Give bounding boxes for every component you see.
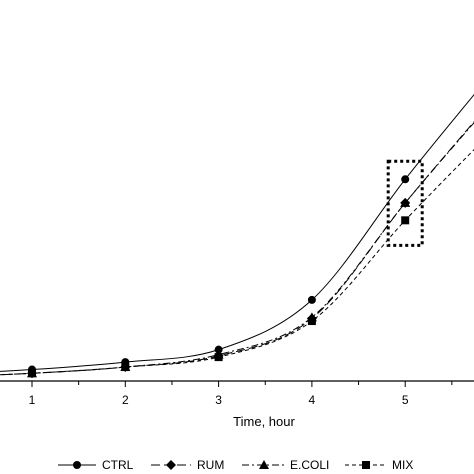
series-layer bbox=[0, 93, 474, 379]
legend-label: CTRL bbox=[102, 458, 134, 472]
data-point-square bbox=[28, 369, 36, 378]
data-point-circle bbox=[307, 295, 316, 304]
legend-item-mix: MIX bbox=[345, 458, 413, 472]
legend-marker-square bbox=[362, 461, 370, 469]
legend: CTRL RUM E.COLI MIX bbox=[58, 458, 413, 472]
data-point-square bbox=[214, 353, 223, 362]
data-point-square bbox=[401, 216, 410, 225]
x-tick-label: 3 bbox=[215, 393, 222, 407]
series-line bbox=[0, 93, 474, 372]
data-point-square bbox=[307, 317, 316, 326]
x-tick-label: 2 bbox=[122, 393, 129, 407]
data-point-circle bbox=[401, 175, 410, 184]
series-rum bbox=[0, 121, 474, 379]
legend-item-e-coli: E.COLI bbox=[242, 458, 329, 472]
legend-marker-triangle bbox=[259, 460, 269, 469]
x-axis-title: Time, hour bbox=[233, 414, 295, 429]
x-tick-label: 1 bbox=[29, 393, 36, 407]
data-point-triangle bbox=[400, 197, 411, 207]
series-ctrl bbox=[0, 93, 474, 374]
x-ticks: 1 2 3 4 5 bbox=[29, 381, 453, 407]
series-line bbox=[0, 121, 474, 376]
legend-item-ctrl: CTRL bbox=[58, 458, 134, 472]
series-e-coli bbox=[0, 121, 474, 378]
legend-marker-circle bbox=[73, 461, 81, 469]
data-point-square bbox=[121, 363, 130, 372]
legend-label: MIX bbox=[392, 458, 413, 472]
series-line bbox=[0, 121, 474, 376]
legend-item-rum: RUM bbox=[151, 458, 224, 472]
series-mix bbox=[0, 148, 474, 378]
legend-label: RUM bbox=[197, 458, 224, 472]
highlight-box bbox=[386, 159, 424, 247]
legend-marker-diamond bbox=[166, 460, 176, 470]
x-tick-label: 5 bbox=[402, 393, 409, 407]
legend-label: E.COLI bbox=[290, 458, 329, 472]
x-tick-label: 4 bbox=[309, 393, 316, 407]
